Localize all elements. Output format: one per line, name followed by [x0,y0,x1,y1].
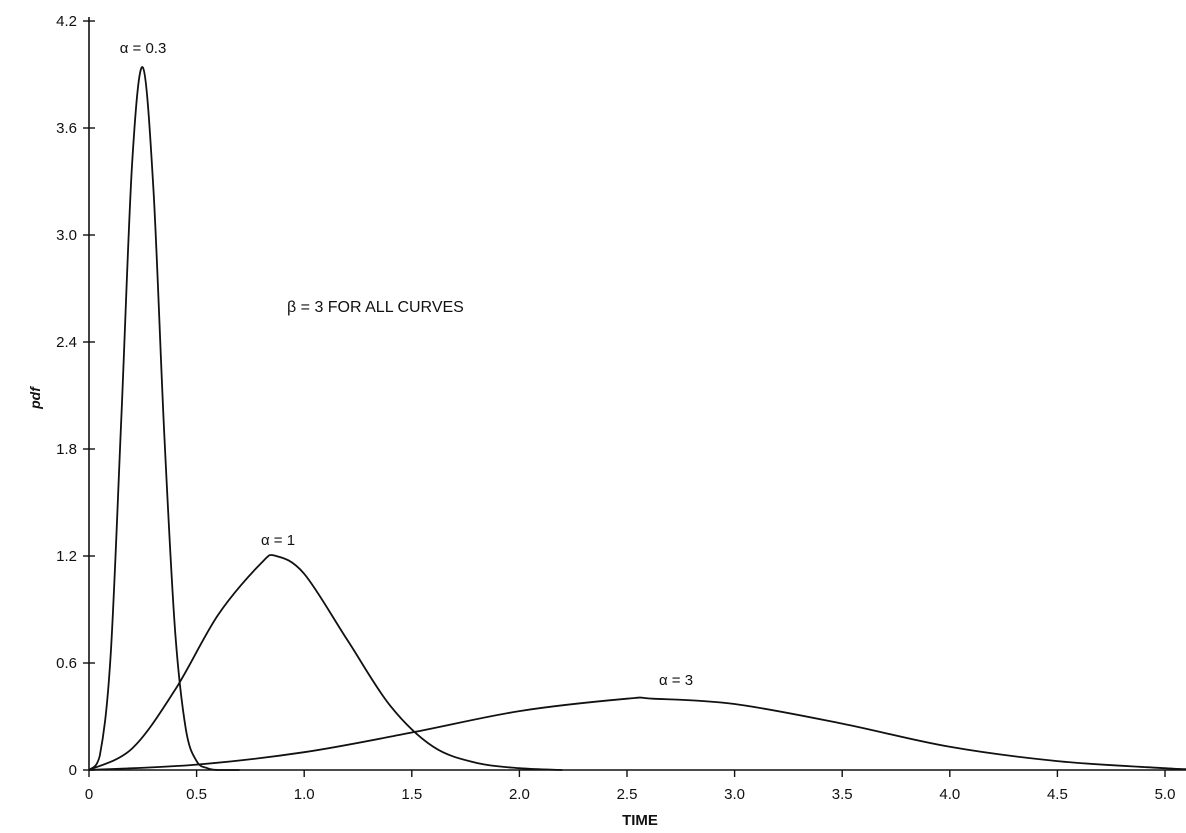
x-tick-label: 5.0 [1155,786,1176,803]
y-tick-label: 1.8 [56,441,77,458]
x-tick-label: 4.5 [1047,786,1068,803]
y-tick-label: 3.0 [56,227,77,244]
y-axis-title: pdf [27,386,43,410]
x-tick-label: 0 [85,786,93,803]
x-tick-label: 4.0 [939,786,960,803]
curve-alpha-0-3 [88,66,240,771]
curve-alpha-3 [88,696,1186,771]
axes [88,17,1186,771]
curves-note: β = 3 FOR ALL CURVES [287,299,464,316]
y-tick-label: 2.4 [56,334,77,351]
x-tick-label: 2.0 [509,786,530,803]
ticks: 0 0.5 1.0 1.5 2.0 2.5 3.0 3.5 4.0 4.5 5.0 0 0.6 1.2 1.… [56,13,1175,803]
x-tick-label: 1.5 [401,786,422,803]
y-tick-label: 4.2 [56,13,77,30]
curve-alpha-1 [88,553,563,771]
x-tick-label: 3.0 [724,786,745,803]
x-tick-label: 0.5 [186,786,207,803]
y-tick-label: 0 [69,762,77,779]
curves [88,66,1186,771]
x-tick-label: 1.0 [294,786,315,803]
x-axis-title: TIME [622,812,658,829]
series-label-alpha-0-3: α = 0.3 [120,40,167,57]
series-label-alpha-3: α = 3 [659,672,693,689]
series-label-alpha-1: α = 1 [261,532,295,549]
x-tick-label: 3.5 [832,786,853,803]
y-tick-label: 1.2 [56,548,77,565]
y-tick-label: 3.6 [56,120,77,137]
y-tick-label: 0.6 [56,655,77,672]
x-tick-label: 2.5 [617,786,638,803]
